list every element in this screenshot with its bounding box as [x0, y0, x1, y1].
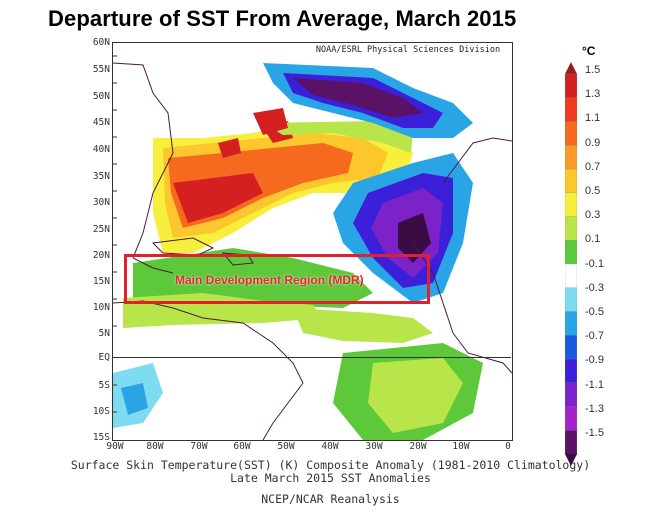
colorbar-segment — [565, 97, 577, 123]
lat-label: 5N — [98, 328, 110, 339]
lat-label: 30N — [92, 197, 110, 208]
colorbar-tick-label: -0.3 — [585, 281, 604, 294]
colorbar-tick-label: 0.9 — [585, 136, 601, 149]
colorbar-tick-label: 0.3 — [585, 209, 601, 222]
lon-label: 50W — [277, 441, 295, 452]
colorbar-segment — [565, 311, 577, 336]
figure-title: Departure of SST From Average, March 201… — [48, 6, 517, 31]
lat-label: 35N — [92, 171, 110, 182]
caption-source: NCEP/NCAR Reanalysis — [261, 492, 400, 506]
lon-label: 10W — [452, 441, 470, 452]
data-credit: NOAA/ESRL Physical Sciences Division — [306, 43, 510, 57]
colorbar-segment — [565, 216, 577, 241]
lat-label: 40N — [92, 144, 110, 155]
lon-label: 40W — [321, 441, 339, 452]
lat-label: 5S — [98, 380, 110, 391]
colorbar-tick-label: -0.9 — [585, 354, 604, 367]
lon-label: 80W — [146, 441, 164, 452]
lat-label: 20N — [92, 250, 110, 261]
colorbar-segment — [565, 168, 577, 194]
colorbar-segment — [565, 287, 577, 313]
lat-label: 10N — [92, 302, 110, 313]
lon-label: 30W — [365, 441, 383, 452]
lon-label: 0 — [505, 441, 511, 452]
lat-label: 15N — [92, 276, 110, 287]
caption-period: Late March 2015 SST Anomalies — [230, 471, 431, 485]
colorbar-tick-label: 1.5 — [585, 64, 601, 76]
colorbar-tick-label: -1.5 — [585, 427, 604, 439]
colorbar-segment — [565, 73, 577, 99]
colorbar-segment — [565, 358, 577, 384]
colorbar-min-cap — [565, 454, 577, 466]
sst-anomaly-map — [112, 42, 513, 441]
colorbar-unit: °C — [582, 44, 596, 58]
colorbar-tick-label: 0.5 — [585, 185, 601, 197]
colorbar-segment — [565, 406, 577, 431]
colorbar-tick-label: 0.1 — [585, 233, 601, 246]
lat-label: 55N — [92, 64, 110, 75]
mdr-region-box — [124, 254, 430, 304]
lon-label: 60W — [233, 441, 251, 452]
colorbar-tick-label: -1.3 — [585, 402, 604, 415]
colorbar-segment — [565, 335, 577, 360]
colorbar-tick-label: -1.1 — [585, 378, 604, 391]
lat-label: EQ — [98, 352, 110, 363]
colorbar-tick-label: -0.1 — [585, 257, 604, 270]
colorbar-segment — [565, 240, 577, 265]
lat-label: 60N — [92, 37, 110, 48]
caption-variable: Surface Skin Temperature(SST) (K) Compos… — [70, 458, 591, 472]
colorbar-tick-label: 1.1 — [585, 112, 601, 125]
lat-label: 15S — [92, 432, 110, 443]
lat-label: 10S — [92, 406, 110, 417]
colorbar-segment — [565, 263, 577, 289]
colorbar-tick-label: -0.7 — [585, 330, 604, 343]
lat-label: 50N — [92, 91, 110, 102]
equator-line — [112, 357, 511, 358]
colorbar-tick-label: 1.3 — [585, 88, 601, 101]
colorbar-segment — [565, 430, 577, 455]
mdr-region-label: Main Development Region (MDR) — [175, 273, 364, 287]
colorbar-segment — [565, 121, 577, 146]
lat-label: 45N — [92, 117, 110, 128]
colorbar — [565, 62, 577, 466]
lat-label: 25N — [92, 224, 110, 235]
lon-label: 90W — [106, 441, 124, 452]
colorbar-segment — [565, 145, 577, 170]
lon-label: 20W — [409, 441, 427, 452]
lon-label: 70W — [190, 441, 208, 452]
colorbar-segment — [565, 382, 577, 408]
colorbar-max-cap — [565, 62, 577, 74]
colorbar-tick-label: -0.5 — [585, 306, 604, 318]
colorbar-segment — [565, 192, 577, 218]
colorbar-tick-label: 0.7 — [585, 160, 601, 173]
